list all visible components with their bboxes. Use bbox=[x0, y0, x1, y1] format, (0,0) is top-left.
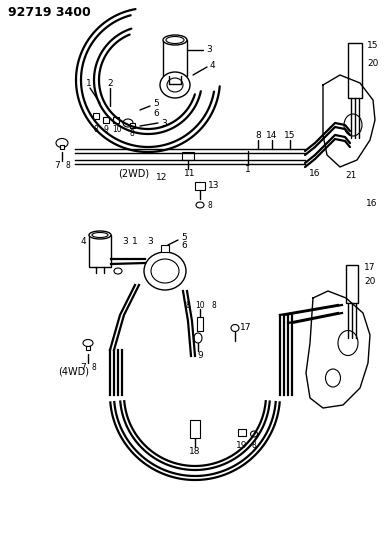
Text: 18: 18 bbox=[189, 447, 201, 456]
Ellipse shape bbox=[196, 202, 204, 208]
Ellipse shape bbox=[89, 231, 111, 239]
Ellipse shape bbox=[151, 259, 179, 283]
Ellipse shape bbox=[144, 252, 186, 290]
Text: 3: 3 bbox=[161, 118, 167, 127]
Ellipse shape bbox=[83, 340, 93, 346]
Bar bbox=[93, 113, 99, 119]
Bar bbox=[130, 123, 135, 128]
Text: 11: 11 bbox=[184, 168, 196, 177]
Text: 92719 3400: 92719 3400 bbox=[8, 5, 91, 19]
Text: 8: 8 bbox=[208, 200, 213, 209]
Text: 10: 10 bbox=[195, 301, 205, 310]
Text: 6: 6 bbox=[153, 109, 159, 118]
Text: 8: 8 bbox=[252, 440, 257, 449]
Bar bbox=[197, 317, 203, 331]
Ellipse shape bbox=[250, 431, 258, 437]
Text: (2WD): (2WD) bbox=[118, 168, 149, 178]
Text: 7: 7 bbox=[54, 160, 60, 169]
Bar bbox=[103, 117, 109, 123]
Text: 8: 8 bbox=[94, 125, 98, 134]
Text: 2: 2 bbox=[107, 79, 113, 88]
Text: 17: 17 bbox=[364, 263, 376, 272]
Text: 8: 8 bbox=[92, 362, 96, 372]
Text: 3: 3 bbox=[122, 237, 128, 246]
Text: 17: 17 bbox=[240, 324, 252, 333]
Text: 8: 8 bbox=[66, 160, 70, 169]
Text: 15: 15 bbox=[367, 42, 379, 51]
Ellipse shape bbox=[92, 232, 108, 238]
Text: 15: 15 bbox=[284, 132, 296, 141]
Text: 9: 9 bbox=[104, 125, 108, 134]
Ellipse shape bbox=[114, 268, 122, 274]
Text: (4WD): (4WD) bbox=[58, 366, 89, 376]
Text: 8: 8 bbox=[212, 301, 216, 310]
Bar bbox=[195, 182, 205, 190]
Text: 7: 7 bbox=[80, 362, 86, 372]
Bar bbox=[238, 429, 246, 436]
Text: 3: 3 bbox=[206, 45, 212, 54]
Text: 5: 5 bbox=[181, 233, 187, 243]
Text: 4: 4 bbox=[210, 61, 216, 69]
Text: 12: 12 bbox=[156, 174, 168, 182]
Ellipse shape bbox=[344, 114, 362, 136]
Ellipse shape bbox=[194, 333, 202, 343]
Text: 14: 14 bbox=[266, 132, 278, 141]
Bar bbox=[163, 40, 187, 76]
Bar bbox=[89, 235, 111, 267]
Text: 10: 10 bbox=[112, 125, 122, 134]
Ellipse shape bbox=[123, 119, 133, 127]
Ellipse shape bbox=[160, 72, 190, 98]
Text: 1: 1 bbox=[245, 165, 251, 174]
Bar bbox=[60, 145, 64, 149]
Text: 16: 16 bbox=[366, 198, 378, 207]
Ellipse shape bbox=[231, 325, 239, 332]
Text: 8: 8 bbox=[130, 128, 134, 138]
Text: 20: 20 bbox=[364, 277, 376, 286]
Text: 1: 1 bbox=[86, 79, 92, 88]
Text: 16: 16 bbox=[309, 168, 321, 177]
Bar bbox=[161, 245, 169, 252]
Text: 20: 20 bbox=[367, 59, 378, 68]
Bar bbox=[346, 265, 358, 303]
Ellipse shape bbox=[167, 78, 183, 92]
Text: 4: 4 bbox=[80, 237, 86, 246]
Text: 13: 13 bbox=[208, 181, 220, 190]
Text: 21: 21 bbox=[345, 171, 357, 180]
Bar bbox=[113, 117, 119, 123]
Text: 8: 8 bbox=[185, 301, 190, 310]
Text: 9: 9 bbox=[197, 351, 203, 359]
Ellipse shape bbox=[166, 36, 184, 44]
Bar bbox=[190, 420, 200, 438]
Text: 6: 6 bbox=[181, 241, 187, 251]
Bar bbox=[86, 346, 90, 350]
Bar bbox=[348, 43, 362, 98]
Text: 5: 5 bbox=[153, 100, 159, 109]
Text: 19: 19 bbox=[236, 440, 248, 449]
Ellipse shape bbox=[163, 35, 187, 45]
Text: 1: 1 bbox=[132, 237, 138, 246]
Ellipse shape bbox=[56, 139, 68, 148]
Text: 8: 8 bbox=[255, 132, 261, 141]
Text: 3: 3 bbox=[147, 237, 153, 246]
Bar bbox=[182, 152, 194, 160]
